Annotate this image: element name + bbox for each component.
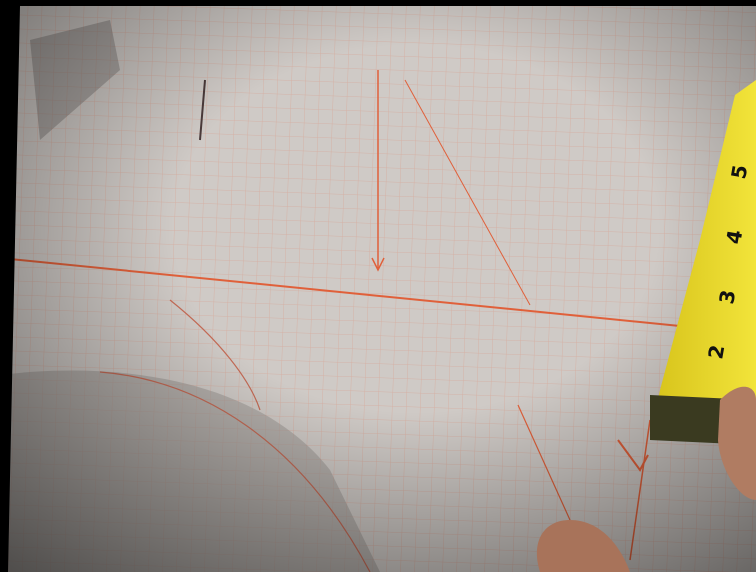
tape-number: 5 [726,163,752,181]
tape-number: 2 [703,343,729,361]
thumb [718,386,756,500]
tape-number: 3 [714,288,740,306]
tape-number: 4 [721,228,747,246]
finger [536,520,630,572]
